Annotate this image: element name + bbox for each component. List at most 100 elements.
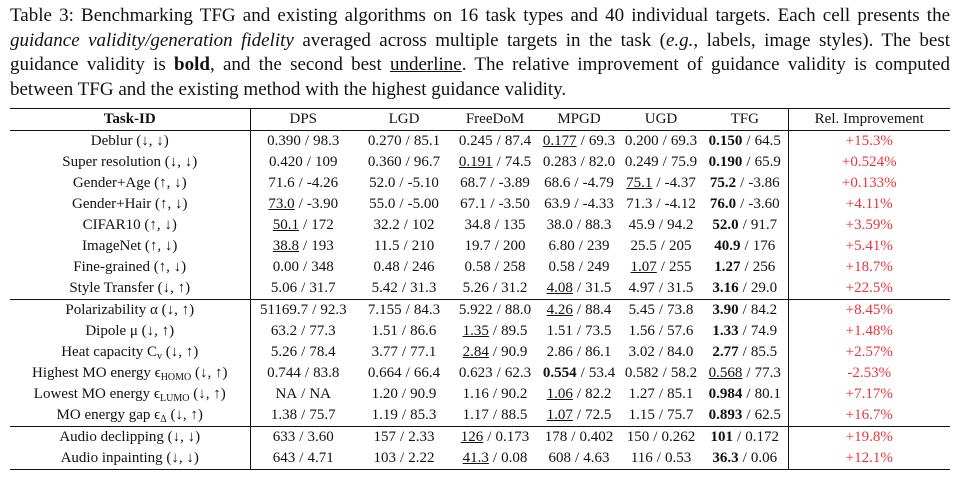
result-cell: 41.3/0.08 (452, 448, 538, 470)
table-row: Polarizability α (↓, ↑) 51169.7/92.3 7.155… (10, 299, 950, 322)
guidance-validity: 5.922 (458, 302, 493, 318)
table-row: Lowest MO energy ϵLUMO (↓, ↑) NA / NA 1.20/9… (10, 384, 950, 405)
task-subscript: v (157, 350, 163, 362)
relative-improvement: +2.57% (787, 342, 950, 363)
task-cell: Super resolution (↓, ↓) (10, 152, 251, 173)
task-id: Polarizability α (↓, ↑) (65, 302, 195, 318)
separator: / (744, 238, 749, 254)
result-cell: 11.5/210 (356, 236, 452, 257)
result-cell: 0.177/69.3 (538, 131, 620, 153)
relative-improvement: +22.5% (787, 278, 950, 300)
table-row: Dipole μ (↓, ↑) 63.2/77.3 1.51/86.6 1.35/89… (10, 321, 950, 342)
task-id: Lowest MO energy ϵ (33, 385, 160, 402)
result-cell: 1.17/88.5 (452, 405, 538, 427)
result-cell: 0.664/66.4 (356, 363, 452, 384)
separator: / (571, 429, 576, 445)
result-cell: 0.283/82.0 (538, 152, 620, 173)
generation-fidelity: 0.262 (661, 429, 696, 445)
result-cell: 3.16/29.0 (702, 278, 788, 300)
result-cell: 0.893/62.5 (702, 405, 788, 427)
relative-improvement: +0.524% (787, 152, 950, 173)
relative-improvement: +5.41% (787, 236, 950, 257)
separator: / (662, 133, 667, 149)
table-caption: Table 3: Benchmarking TFG and existing a… (10, 4, 950, 104)
guidance-validity: 71.3 (626, 196, 653, 212)
guidance-validity: 0.984 (708, 386, 743, 402)
separator: / (405, 365, 410, 381)
result-cell: 0.150/64.5 (702, 131, 788, 153)
generation-fidelity: -4.26 (306, 175, 339, 191)
generation-fidelity: 31.5 (585, 280, 612, 296)
task-cell: Polarizability α (↓, ↑) (10, 299, 251, 321)
separator: / (574, 196, 579, 212)
guidance-validity: 3.90 (712, 302, 739, 318)
guidance-validity: 4.97 (628, 280, 655, 296)
guidance-validity: 0.582 (624, 365, 659, 381)
guidance-validity: 40.9 (714, 238, 741, 254)
generation-fidelity: 73.8 (667, 302, 694, 318)
generation-fidelity: 73.5 (585, 323, 612, 339)
table-row: Audio inpainting (↓, ↓) 643/4.71 103/2.22 4… (10, 448, 950, 470)
guidance-validity: 1.15 (628, 407, 655, 423)
result-cell: 4.97/31.5 (620, 278, 702, 300)
task-subscript: LUMO (160, 392, 190, 404)
result-cell: 0.360/96.7 (356, 152, 452, 173)
generation-fidelity: 102 (411, 217, 435, 233)
task-cell: ImageNet (↑, ↓) (10, 236, 251, 257)
table-row: MO energy gap ϵΔ (↓, ↑) 1.38/75.7 1.19/85.… (10, 405, 950, 427)
generation-fidelity: 2.22 (408, 450, 435, 466)
guidance-validity: 178 (544, 429, 568, 445)
guidance-validity: 3.77 (371, 344, 398, 360)
result-cell: 1.20/90.9 (356, 384, 452, 405)
caption-text: averaged across multiple targets in the … (293, 29, 666, 51)
generation-fidelity: 85.1 (413, 133, 441, 149)
separator: / (576, 407, 582, 423)
caption-text: Benchmarking TFG and existing algorithms… (73, 5, 951, 26)
task-cell: Heat capacity Cv (↓, ↑) (10, 342, 251, 363)
guidance-validity: 38.8 (272, 238, 300, 254)
generation-fidelity: 82.2 (585, 386, 612, 402)
separator: / (653, 429, 658, 445)
result-cell: 0.245/87.4 (452, 131, 538, 153)
separator: / (580, 154, 585, 170)
result-cell: 32.2/102 (356, 215, 452, 236)
result-cell: 1.27/256 (702, 257, 788, 278)
result-cell: 3.77/77.1 (356, 342, 452, 363)
generation-fidelity: 0.172 (745, 429, 779, 445)
generation-fidelity: 74.5 (504, 154, 532, 170)
generation-fidelity: 78.4 (309, 344, 336, 360)
generation-fidelity: -4.33 (582, 196, 614, 212)
result-cell: 38.8/193 (250, 236, 356, 257)
result-cell: 643/4.71 (250, 448, 356, 470)
generation-fidelity: 200 (502, 238, 526, 254)
generation-fidelity: -3.90 (306, 196, 339, 212)
separator: / (744, 259, 749, 275)
generation-fidelity: 249 (586, 259, 610, 275)
guidance-validity: 75.1 (626, 175, 653, 191)
separator: / (574, 175, 579, 191)
result-cell: 1.27/85.1 (620, 384, 702, 405)
caption-text: Table 3: (10, 5, 74, 26)
result-cell: 0.191/74.5 (452, 152, 538, 173)
task-id: Fine-grained (↑, ↓) (73, 259, 187, 275)
result-cell: 45.9/94.2 (620, 215, 702, 236)
separator: / (658, 280, 664, 296)
guidance-validity: 3.02 (628, 344, 655, 360)
guidance-validity: 68.7 (460, 175, 487, 191)
guidance-validity: 0.744 (267, 365, 301, 381)
result-cell: 4.26/88.4 (538, 300, 620, 322)
generation-fidelity: 86.6 (410, 323, 437, 339)
table-row: Heat capacity Cv (↓, ↑) 5.26/78.4 3.77/77.… (10, 342, 950, 363)
separator: / (742, 344, 747, 360)
generation-fidelity: 72.5 (585, 407, 612, 423)
result-cell: 67.1/-3.50 (452, 194, 538, 215)
generation-fidelity: 4.63 (583, 450, 610, 466)
generation-fidelity: -3.86 (748, 175, 780, 191)
guidance-validity: 1.20 (371, 386, 398, 402)
generation-fidelity: 0.06 (750, 450, 778, 466)
separator: / (656, 450, 661, 466)
task-cell: Gender+Age (↑, ↓) (10, 173, 251, 194)
separator: / (403, 217, 408, 233)
result-cell: 5.922/88.0 (452, 300, 538, 322)
task-id: Audio declipping (↓, ↓) (59, 429, 201, 445)
